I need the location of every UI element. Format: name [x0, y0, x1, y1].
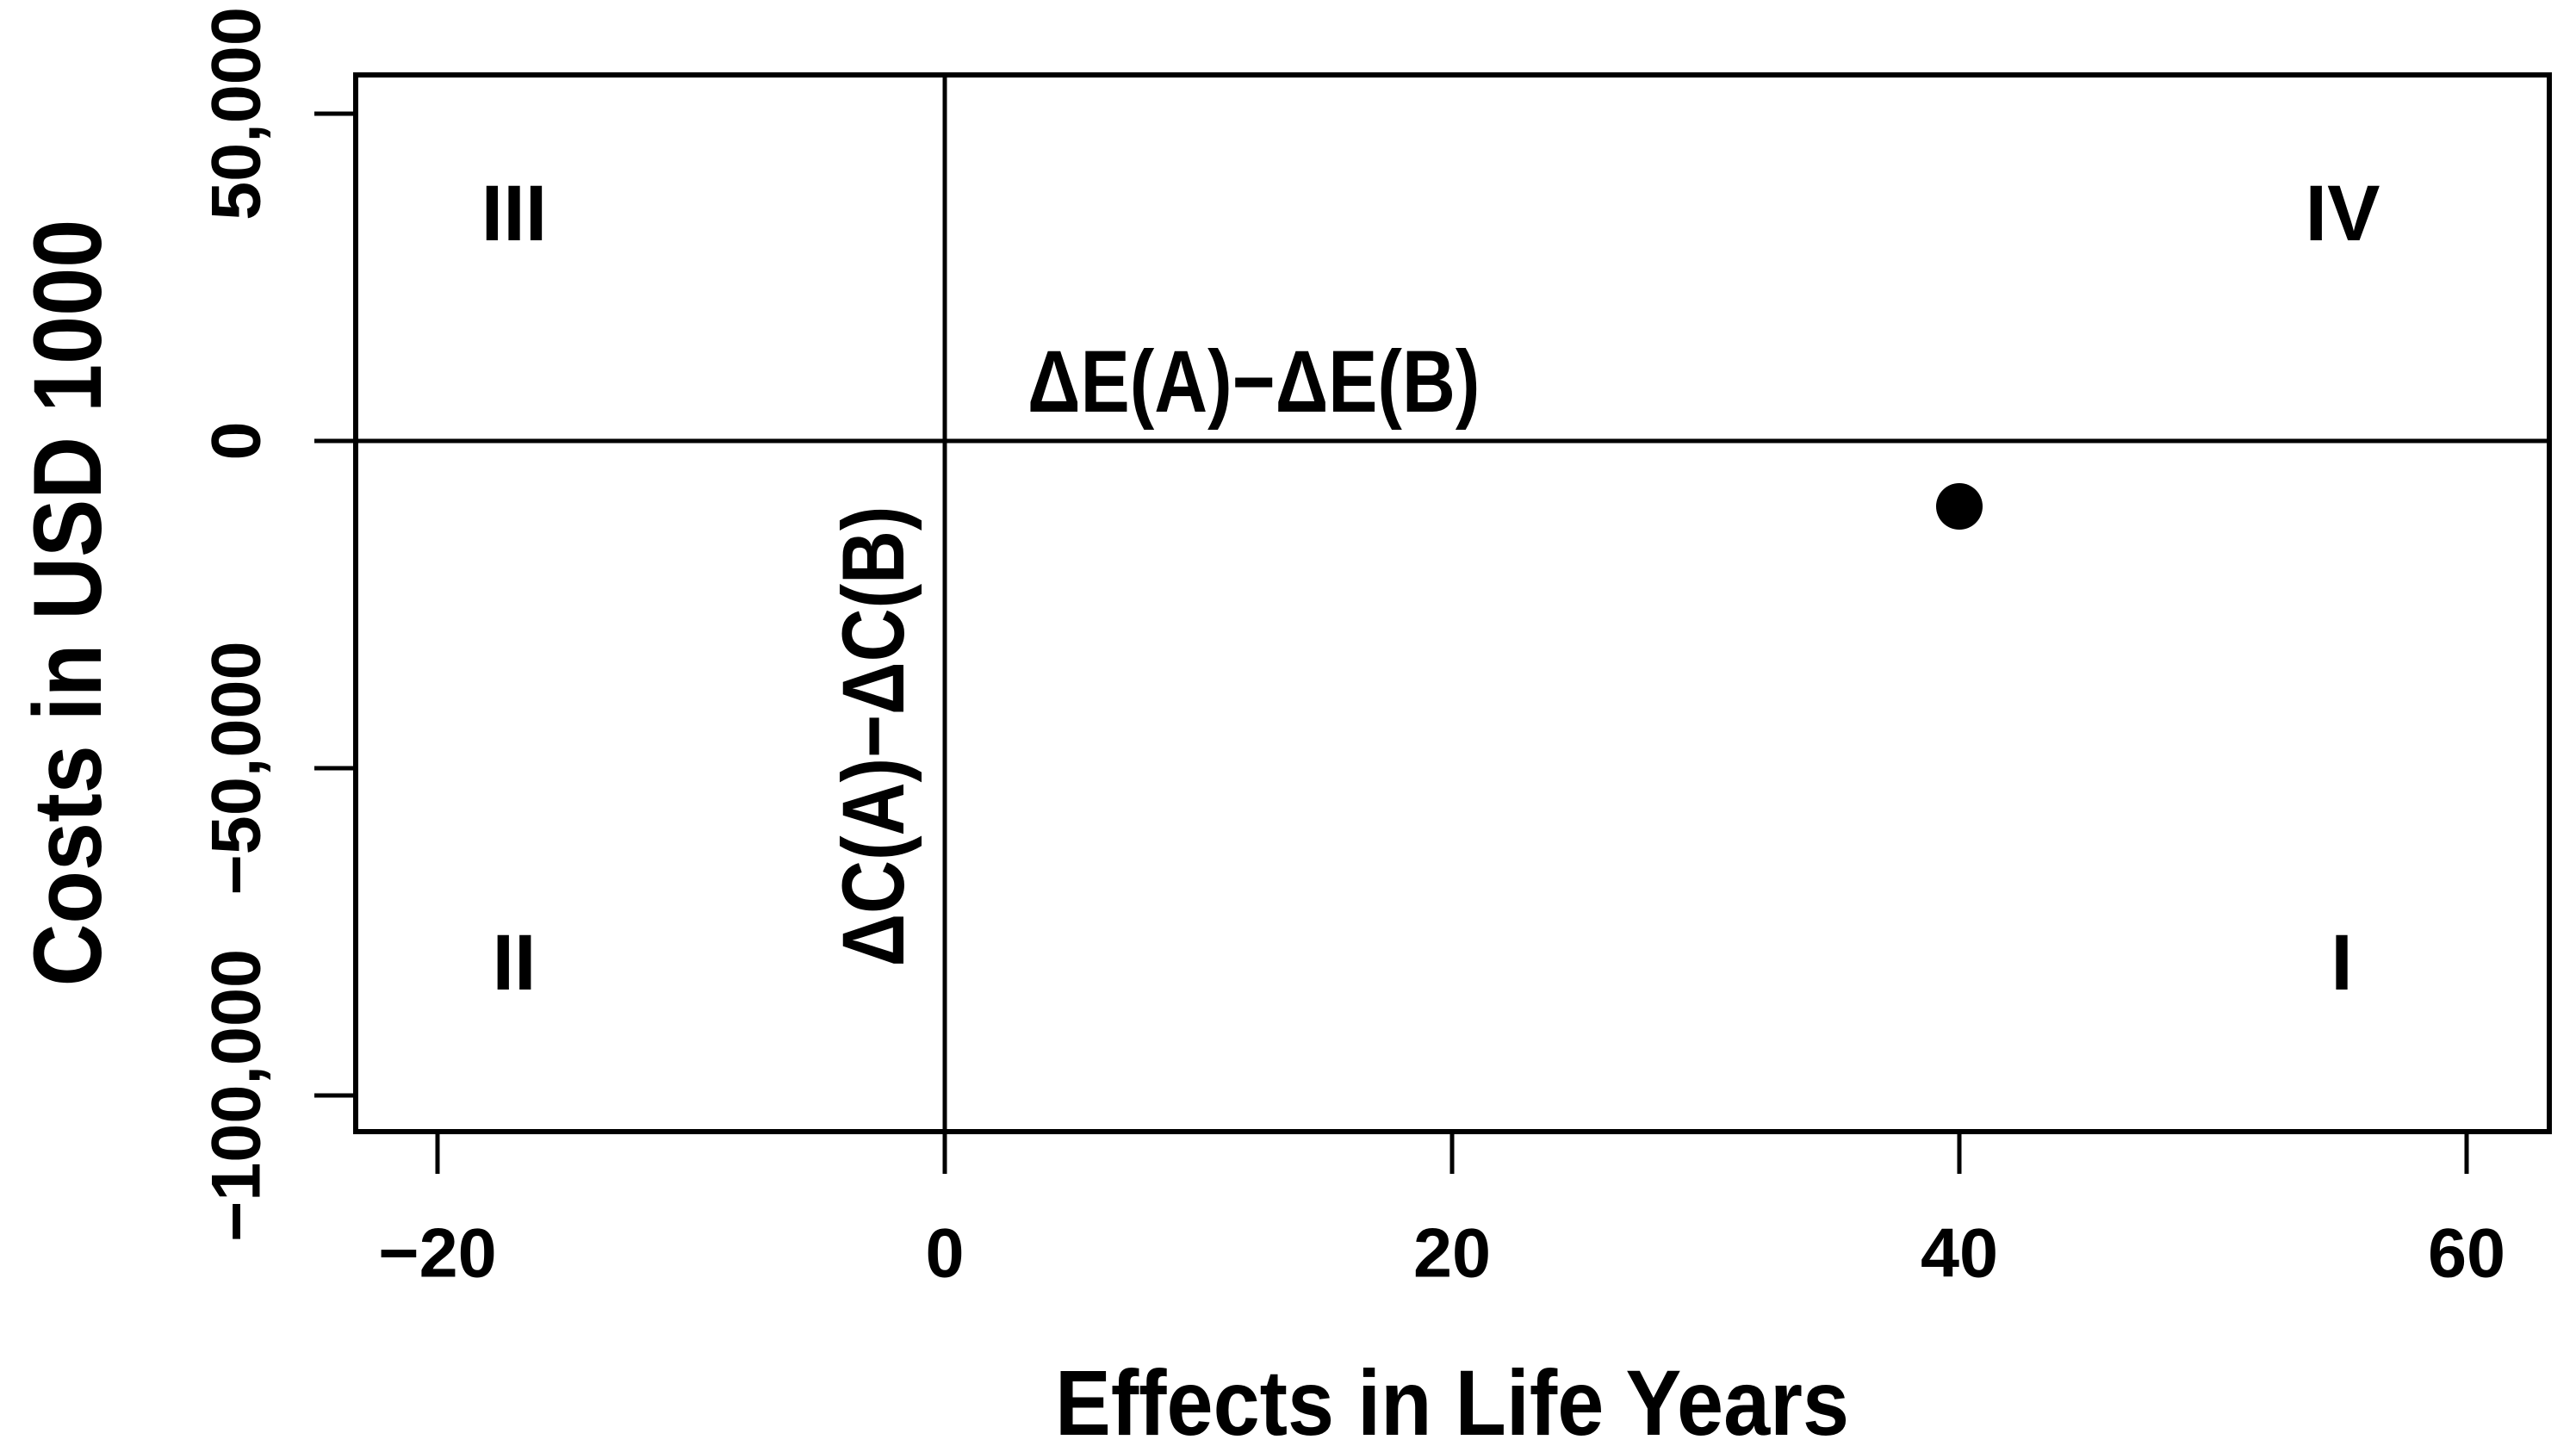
data-point	[1936, 483, 1983, 530]
delta-effects-annotation: ΔE(A)−ΔE(B)	[1027, 332, 1480, 431]
x-tick-label: 60	[2427, 1214, 2506, 1293]
y-tick-label: −50,000	[197, 641, 276, 896]
x-tick-label: 40	[1920, 1214, 1999, 1293]
quadrant-label-ii: II	[492, 919, 537, 1007]
y-tick-label: 0	[197, 421, 276, 461]
x-axis-title: Effects in Life Years	[1054, 1350, 1850, 1452]
plot-box	[353, 72, 2552, 1134]
quadrant-label-iv: IV	[2305, 170, 2380, 258]
delta-costs-annotation: ΔC(A)−ΔC(B)	[824, 506, 922, 967]
y-axis-title: Costs in USD 1000	[14, 219, 121, 987]
x-tick-label: 20	[1412, 1214, 1492, 1293]
quadrant-label-i: I	[2331, 919, 2353, 1007]
x-tick-label: 0	[925, 1214, 965, 1293]
y-tick-label: −100,000	[197, 948, 276, 1243]
x-tick-label: −20	[378, 1214, 497, 1293]
y-tick-label: 50,000	[197, 7, 276, 220]
data-points-layer	[1936, 483, 1983, 530]
quadrant-label-iii: III	[481, 170, 548, 258]
